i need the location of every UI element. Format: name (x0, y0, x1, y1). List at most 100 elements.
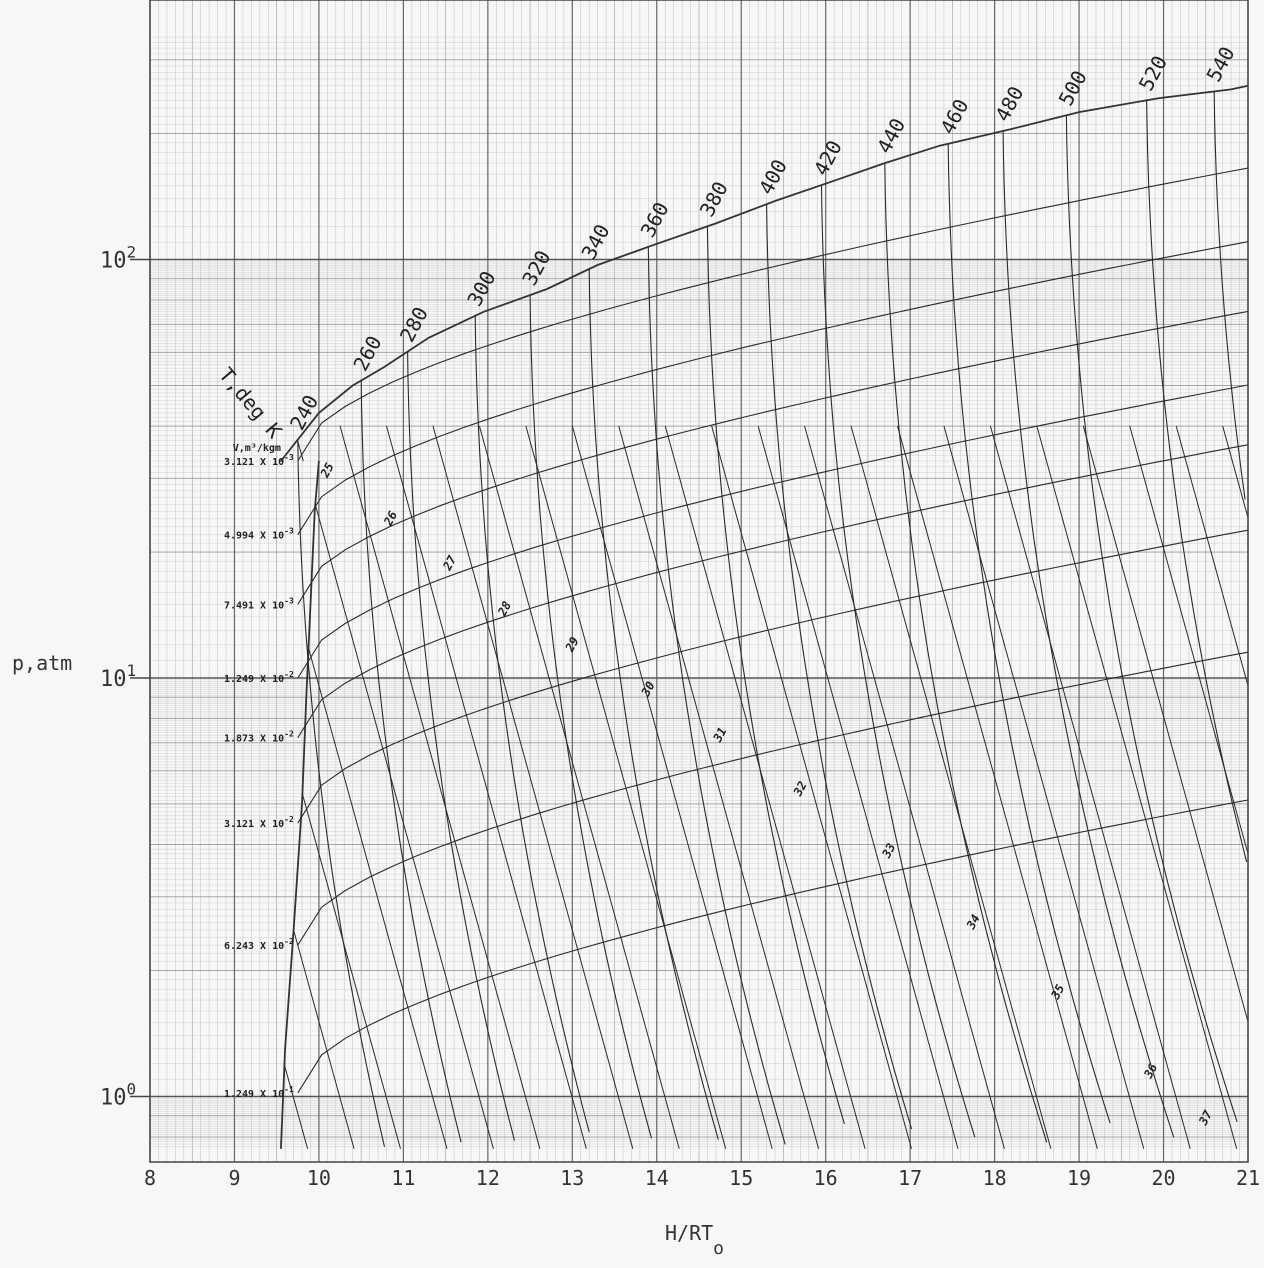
isochore-3 (297, 384, 1249, 679)
x-tick-label: 11 (391, 1166, 415, 1190)
x-axis-label: H/RTo (665, 1221, 724, 1259)
isotherm-380 (706, 226, 845, 1125)
y-axis-label: p,atm (12, 651, 72, 675)
isochore-0 (297, 167, 1249, 462)
volume-label: 1.249 X 10-1 (224, 1085, 294, 1100)
volume-label: 3.121 X 10-3 (224, 453, 294, 468)
x-tick-label: 15 (729, 1166, 753, 1190)
x-tick-label: 21 (1236, 1166, 1260, 1190)
temperature-label: 540 (1201, 43, 1239, 86)
volume-label: 7.491 X 10-3 (224, 596, 294, 611)
temperature-label: 520 (1134, 52, 1172, 95)
isentrope-line (989, 425, 1191, 1149)
x-axis-label-main: H/RT (665, 1221, 713, 1245)
x-tick-label: 13 (560, 1166, 584, 1190)
isotherm-520 (1146, 100, 1248, 863)
y-tick-label: 100 (100, 1080, 136, 1111)
x-tick-label: 10 (307, 1166, 331, 1190)
temperature-label: 460 (935, 95, 973, 138)
isentrope-line (943, 425, 1145, 1149)
x-tick-label: 17 (898, 1166, 922, 1190)
isentrope-label: 26 (381, 509, 401, 529)
grid-minor (150, 0, 1248, 1162)
volume-label: 1.873 X 10-2 (224, 730, 294, 745)
isotherm-260 (360, 380, 462, 1143)
isentrope-line (897, 425, 1098, 1149)
isochore-4 (297, 444, 1249, 738)
isochore-1 (297, 241, 1249, 535)
y-tick-label: 101 (100, 661, 136, 692)
volume-label: 4.994 X 10-3 (224, 527, 294, 542)
isentrope-label: 25 (317, 460, 337, 480)
chart-curves (280, 84, 1249, 1149)
y-tick-label: 102 (100, 243, 136, 274)
isentrope-label: 36 (1141, 1061, 1161, 1081)
isotherm-300 (474, 315, 590, 1133)
isentrope-label: 29 (562, 635, 582, 655)
isentrope-line (1036, 425, 1238, 1149)
isentrope-label: 37 (1196, 1107, 1216, 1128)
isentrope-line (293, 425, 494, 1149)
isentrope-label: 27 (440, 553, 460, 574)
x-tick-label: 8 (144, 1166, 156, 1190)
x-tick-label: 18 (983, 1166, 1007, 1190)
isentrope-label: 31 (710, 725, 730, 745)
volume-label: 3.121 X 10-2 (224, 815, 294, 830)
isentrope-label: 33 (879, 841, 899, 861)
isentrope-line (757, 425, 959, 1149)
x-tick-label: 16 (814, 1166, 838, 1190)
isentrope-line (618, 425, 820, 1149)
x-tick-label: 14 (645, 1166, 669, 1190)
x-tick-label: 19 (1067, 1166, 1091, 1190)
temperature-label: 360 (636, 198, 674, 241)
isotherm-280 (407, 351, 516, 1141)
plot-frame (149, 0, 1249, 1163)
isotherm-440 (884, 163, 1048, 1143)
boundary-upper (280, 84, 1249, 462)
volume-title: V,m³/kgm (233, 443, 281, 454)
isentrope-label: 35 (1048, 982, 1068, 1002)
isotherm-480 (1002, 130, 1175, 1138)
isochore-2 (297, 310, 1249, 605)
isentrope-line (478, 425, 680, 1149)
x-axis-label-sub: o (713, 1238, 724, 1259)
isentrope-label: 34 (963, 912, 983, 932)
isentrope-line (432, 425, 634, 1149)
isotherm-540 (1213, 91, 1246, 500)
isotherm-240 (297, 439, 386, 1148)
isotherm-360 (647, 246, 786, 1145)
isotherm-460 (947, 143, 1111, 1124)
temperature-label: 480 (990, 82, 1028, 125)
isentrope-label: 32 (790, 779, 810, 799)
x-tick-label: 9 (228, 1166, 240, 1190)
volume-label: 6.243 X 10-2 (224, 937, 294, 952)
isotherm-420 (820, 185, 976, 1138)
isentrope-line (571, 425, 773, 1149)
isentrope-line (280, 425, 355, 1149)
isentrope-line (339, 425, 541, 1149)
temperature-label: 440 (872, 114, 910, 157)
isentrope-label: 28 (495, 599, 515, 619)
isentrope-line (280, 425, 448, 1149)
isentrope-line (804, 425, 1005, 1149)
volume-label: 1.249 X 10-2 (224, 670, 294, 685)
isotherm-340 (588, 268, 719, 1140)
temperature-label: 500 (1054, 66, 1092, 109)
temperature-label: 340 (576, 220, 614, 263)
isentrope-line (1082, 425, 1248, 1149)
isotherm-320 (529, 295, 653, 1139)
isochore-5 (297, 529, 1249, 824)
isotherm-500 (1065, 115, 1238, 1122)
temperature-label: 380 (695, 177, 733, 220)
chart-axes: 8 9 10 11 12 13 14 15 16 17 18 19 20 21 102 101 100 (100, 0, 1260, 1190)
isentrope-label: 30 (638, 679, 658, 699)
isentrope-line (1175, 425, 1248, 1149)
isentrope-line (525, 425, 727, 1149)
x-tick-label: 12 (476, 1166, 500, 1190)
isentrope-line (664, 425, 866, 1149)
temperature-label: 400 (754, 155, 792, 198)
isentrope-line (850, 425, 1052, 1149)
isotherm-400 (766, 204, 913, 1130)
